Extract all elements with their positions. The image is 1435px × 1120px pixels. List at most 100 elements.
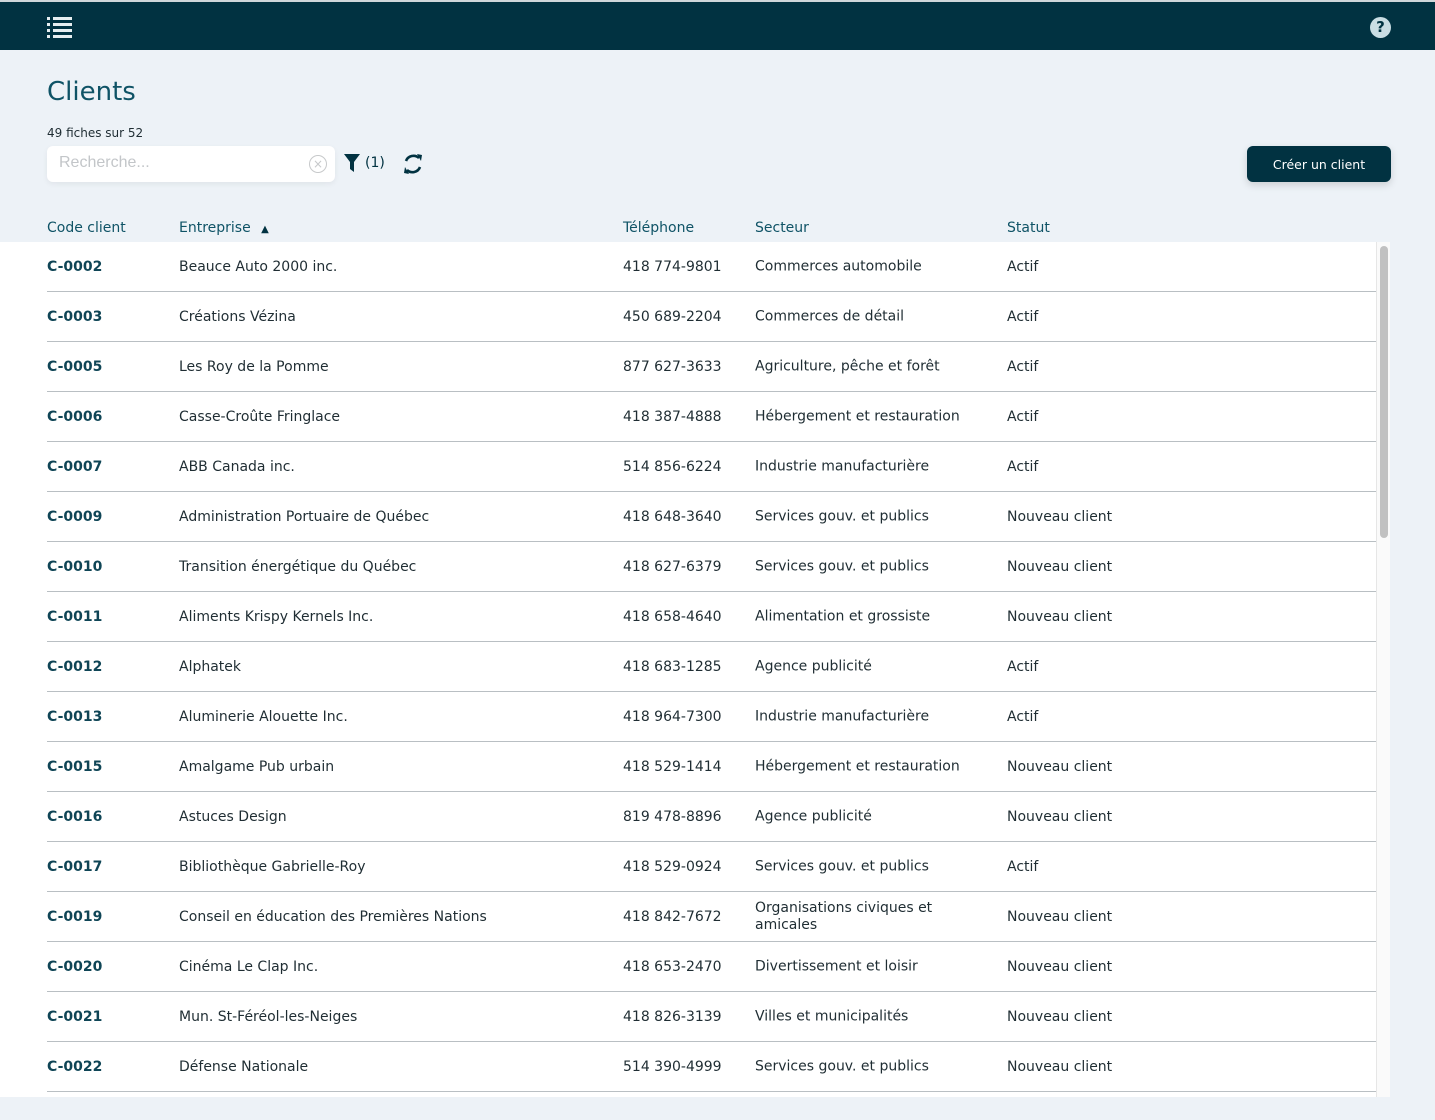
status: Nouveau client <box>1007 608 1113 625</box>
phone: 514 390-4999 <box>623 1058 722 1075</box>
status: Nouveau client <box>1007 508 1113 525</box>
status: Nouveau client <box>1007 908 1113 925</box>
filter-button[interactable]: (1) <box>344 154 385 172</box>
client-code: C-0009 <box>47 508 103 525</box>
table-row[interactable]: C-0007 ABB Canada inc. 514 856-6224 Industr… <box>47 442 1376 492</box>
status: Actif <box>1007 708 1039 725</box>
filter-count: (1) <box>365 155 385 171</box>
company-name: Cinéma Le Clap Inc. <box>179 958 319 975</box>
create-client-button[interactable]: Créer un client <box>1247 146 1391 182</box>
company-name: Créations Vézina <box>179 308 296 325</box>
table-row[interactable]: C-0002 Beauce Auto 2000 inc. 418 774-9801 C… <box>47 242 1376 292</box>
table-row[interactable]: C-0021 Mun. St-Féréol-les-Neiges 418 826-3… <box>47 992 1376 1042</box>
client-code: C-0015 <box>47 758 103 775</box>
sector: Agence publicité <box>755 808 872 824</box>
phone: 418 683-1285 <box>623 658 722 675</box>
company-name: Beauce Auto 2000 inc. <box>179 258 338 275</box>
sector: Agriculture, pêche et forêt <box>755 358 940 374</box>
client-code: C-0010 <box>47 558 103 575</box>
status: Nouveau client <box>1007 558 1113 575</box>
sector: Commerces automobile <box>755 258 922 274</box>
top-bar: ? <box>0 0 1435 50</box>
clients-table: C-0002 Beauce Auto 2000 inc. 418 774-9801 C… <box>0 242 1390 1097</box>
status: Actif <box>1007 458 1039 475</box>
status: Actif <box>1007 658 1039 675</box>
table-row[interactable]: C-0019 Conseil en éducation des Premières… <box>47 892 1376 942</box>
page-title: Clients <box>47 77 136 107</box>
table-header: Code client Entreprise ▲ Téléphone Secte… <box>0 220 1435 242</box>
table-row[interactable]: C-0022 Défense Nationale 514 390-4999 Servi… <box>47 1042 1376 1092</box>
status: Nouveau client <box>1007 808 1113 825</box>
status: Nouveau client <box>1007 958 1113 975</box>
phone: 418 529-0924 <box>623 858 722 875</box>
scrollbar-thumb[interactable] <box>1380 246 1388 538</box>
table-row[interactable]: C-0015 Amalgame Pub urbain 418 529-1414 Héb… <box>47 742 1376 792</box>
sector: Villes et municipalités <box>755 1008 909 1024</box>
phone: 418 842-7672 <box>623 908 722 925</box>
client-code: C-0016 <box>47 808 103 825</box>
table-row[interactable]: C-0006 Casse-Croûte Fringlace 418 387-4888… <box>47 392 1376 442</box>
client-code: C-0019 <box>47 908 103 925</box>
client-code: C-0006 <box>47 408 103 425</box>
status: Nouveau client <box>1007 1008 1113 1025</box>
search-box: × <box>47 146 335 182</box>
company-name: Défense Nationale <box>179 1058 309 1075</box>
sector: Alimentation et grossiste <box>755 608 931 624</box>
phone: 450 689-2204 <box>623 308 722 325</box>
sector: Industrie manufacturière <box>755 458 930 474</box>
company-name: Mun. St-Féréol-les-Neiges <box>179 1008 358 1025</box>
record-count: 49 fiches sur 52 <box>47 126 144 140</box>
search-input[interactable] <box>59 154 299 172</box>
phone: 418 774-9801 <box>623 258 722 275</box>
phone: 418 529-1414 <box>623 758 722 775</box>
table-row[interactable]: C-0013 Aluminerie Alouette Inc. 418 964-73… <box>47 692 1376 742</box>
scrollbar[interactable] <box>1376 242 1390 1097</box>
table-row[interactable]: C-0003 Créations Vézina 450 689-2204 Commer… <box>47 292 1376 342</box>
company-name: Conseil en éducation des Premières Natio… <box>179 908 487 925</box>
refresh-icon[interactable] <box>402 153 424 175</box>
column-header-statut[interactable]: Statut <box>1007 220 1050 236</box>
phone: 514 856-6224 <box>623 458 722 475</box>
sector: Services gouv. et publics <box>755 508 929 524</box>
company-name: Casse-Croûte Fringlace <box>179 408 341 425</box>
phone: 418 648-3640 <box>623 508 722 525</box>
column-header-code[interactable]: Code client <box>47 220 126 236</box>
company-name: Alphatek <box>179 658 242 675</box>
clear-search-icon[interactable]: × <box>309 155 327 173</box>
client-code: C-0020 <box>47 958 103 975</box>
column-header-secteur[interactable]: Secteur <box>755 220 809 236</box>
table-row[interactable]: C-0011 Aliments Krispy Kernels Inc. 418 65… <box>47 592 1376 642</box>
sector: Commerces de détail <box>755 308 905 324</box>
client-code: C-0002 <box>47 258 103 275</box>
client-code: C-0013 <box>47 708 103 725</box>
sector: Services gouv. et publics <box>755 558 929 574</box>
phone: 418 658-4640 <box>623 608 722 625</box>
status: Actif <box>1007 858 1039 875</box>
question-circle-icon[interactable]: ? <box>1370 17 1391 38</box>
column-header-telephone[interactable]: Téléphone <box>623 220 695 236</box>
column-header-entreprise[interactable]: Entreprise ▲ <box>179 220 269 236</box>
table-row[interactable]: C-0010 Transition énergétique du Québec 41… <box>47 542 1376 592</box>
table-row[interactable]: C-0017 Bibliothèque Gabrielle-Roy 418 529-… <box>47 842 1376 892</box>
sector: Services gouv. et publics <box>755 1058 929 1074</box>
phone: 819 478-8896 <box>623 808 722 825</box>
client-code: C-0005 <box>47 358 103 375</box>
company-name: Aluminerie Alouette Inc. <box>179 708 348 725</box>
client-code: C-0021 <box>47 1008 103 1025</box>
list-menu-icon[interactable] <box>47 16 72 38</box>
table-row[interactable]: C-0005 Les Roy de la Pomme 877 627-3633 Agr… <box>47 342 1376 392</box>
phone: 877 627-3633 <box>623 358 722 375</box>
table-row[interactable]: C-0016 Astuces Design 819 478-8896 Agence p… <box>47 792 1376 842</box>
sector: Services gouv. et publics <box>755 858 929 874</box>
phone: 418 627-6379 <box>623 558 722 575</box>
sector: Hébergement et restauration <box>755 408 960 424</box>
phone: 418 387-4888 <box>623 408 722 425</box>
company-name: Bibliothèque Gabrielle-Roy <box>179 858 366 875</box>
table-row[interactable]: C-0009 Administration Portuaire de Québec… <box>47 492 1376 542</box>
table-row[interactable]: C-0020 Cinéma Le Clap Inc. 418 653-2470 Div… <box>47 942 1376 992</box>
table-row[interactable]: C-0012 Alphatek 418 683-1285 Agence publici… <box>47 642 1376 692</box>
client-code: C-0011 <box>47 608 103 625</box>
sort-ascending-icon: ▲ <box>261 224 269 235</box>
sector: Organisations civiques et amicales <box>755 899 933 933</box>
sector: Industrie manufacturière <box>755 708 930 724</box>
